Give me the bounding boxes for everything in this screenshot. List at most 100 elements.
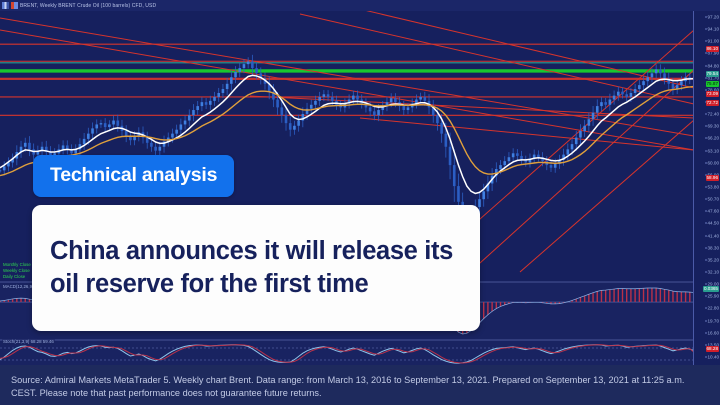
candle-body bbox=[276, 99, 279, 108]
price-level-badge: 86.10 bbox=[705, 45, 719, 52]
candle-body bbox=[23, 142, 27, 147]
candle-body bbox=[183, 120, 187, 125]
candle-body bbox=[179, 124, 183, 130]
chart-window-icon bbox=[11, 2, 18, 9]
moving-average-line bbox=[0, 85, 695, 177]
candle-body bbox=[78, 144, 82, 150]
price-axis-tick: 87.90 bbox=[704, 50, 719, 56]
candle-body bbox=[28, 142, 31, 150]
candle-body bbox=[591, 112, 595, 120]
price-axis-tick: 81.70 bbox=[704, 75, 719, 81]
candle-body bbox=[520, 155, 523, 160]
candle-body bbox=[124, 131, 128, 137]
candle-body bbox=[0, 170, 2, 172]
candle-body bbox=[251, 61, 254, 69]
price-axis-tick: 50.70 bbox=[704, 196, 719, 202]
candle-body bbox=[478, 199, 481, 208]
candle-body bbox=[263, 78, 267, 84]
candle-body bbox=[246, 61, 250, 65]
candle-body bbox=[579, 131, 582, 138]
candle-body bbox=[364, 103, 368, 108]
candle-body bbox=[91, 128, 94, 134]
price-axis-tick: 29.00 bbox=[704, 281, 719, 287]
price-axis-tick: 53.80 bbox=[704, 184, 719, 190]
candle-body bbox=[66, 145, 69, 150]
candle-body bbox=[301, 113, 305, 121]
candle-body bbox=[381, 106, 385, 111]
candle-body bbox=[629, 92, 633, 97]
price-axis-tick: 69.30 bbox=[704, 123, 719, 129]
candle-body bbox=[217, 92, 221, 97]
candle-body bbox=[440, 123, 443, 134]
candle-body bbox=[187, 115, 191, 121]
candle-body bbox=[511, 153, 515, 158]
candle-body bbox=[297, 120, 300, 126]
candle-body bbox=[659, 69, 662, 74]
candle-body bbox=[368, 107, 372, 112]
candle-body bbox=[293, 125, 296, 130]
candle-body bbox=[595, 106, 599, 113]
candle-body bbox=[600, 102, 603, 107]
candle-body bbox=[457, 186, 460, 202]
candle-body bbox=[553, 163, 557, 168]
candle-body bbox=[288, 123, 292, 130]
price-axis-tick: 66.20 bbox=[704, 135, 719, 141]
candle-body bbox=[562, 154, 565, 160]
price-axis-tick: 94.10 bbox=[704, 26, 719, 32]
candle-body bbox=[574, 137, 578, 145]
candle-body bbox=[221, 89, 225, 93]
candle-body bbox=[436, 115, 439, 124]
candle-body bbox=[259, 73, 263, 79]
trend-line bbox=[469, 69, 695, 273]
candle-body bbox=[482, 191, 485, 200]
candle-body bbox=[309, 104, 313, 109]
stochastic-indicator-label: Stoch(21,3,9) 68.28 59.46 bbox=[2, 339, 55, 345]
stochastic-pane bbox=[0, 338, 694, 365]
price-axis[interactable]: 97.2094.1091.0087.9084.8081.7078.6075.50… bbox=[693, 11, 720, 365]
candle-body bbox=[650, 73, 654, 78]
price-axis-tick: 44.50 bbox=[704, 220, 719, 226]
candle-body bbox=[108, 124, 111, 128]
candle-body bbox=[612, 95, 616, 100]
price-axis-tick: 22.80 bbox=[704, 305, 719, 311]
candle-body bbox=[234, 72, 237, 78]
price-axis-tick: 72.40 bbox=[704, 111, 719, 117]
candle-body bbox=[326, 94, 330, 97]
candle-body bbox=[112, 120, 115, 125]
mt5-app-icon bbox=[2, 2, 9, 9]
candle-body bbox=[415, 99, 418, 104]
price-level-badge: 79.54 bbox=[705, 71, 719, 78]
price-axis-tick: 47.60 bbox=[704, 208, 719, 214]
candle-body bbox=[642, 81, 645, 86]
candle-body bbox=[87, 133, 90, 139]
price-axis-tick: 78.60 bbox=[704, 87, 719, 93]
trend-line bbox=[0, 29, 695, 151]
candle-body bbox=[431, 107, 435, 116]
candle-body bbox=[209, 100, 212, 105]
candle-body bbox=[423, 96, 427, 101]
candle-body bbox=[36, 150, 40, 155]
candle-body bbox=[570, 144, 574, 150]
candle-body bbox=[646, 77, 650, 82]
candle-body bbox=[162, 141, 166, 147]
candle-body bbox=[200, 102, 204, 107]
candle-body bbox=[129, 136, 132, 141]
price-axis-tick: 19.70 bbox=[704, 318, 719, 324]
candle-body bbox=[680, 81, 683, 86]
candle-body bbox=[444, 133, 448, 147]
trend-line bbox=[519, 119, 695, 273]
candle-body bbox=[389, 98, 393, 103]
candle-body bbox=[70, 149, 73, 154]
source-footer: Source: Admiral Markets MetaTrader 5. We… bbox=[0, 365, 720, 405]
candle-body bbox=[255, 68, 258, 74]
candle-body bbox=[145, 137, 149, 143]
candle-body bbox=[103, 123, 107, 128]
price-axis-tick: 60.00 bbox=[704, 160, 719, 166]
price-level-badge: 0.0365 bbox=[702, 285, 719, 292]
candle-body bbox=[499, 165, 502, 170]
candle-body bbox=[171, 133, 174, 138]
candle-body bbox=[49, 151, 52, 158]
candle-body bbox=[242, 64, 246, 69]
price-axis-tick: 63.10 bbox=[704, 148, 719, 154]
candle-body bbox=[558, 159, 561, 164]
